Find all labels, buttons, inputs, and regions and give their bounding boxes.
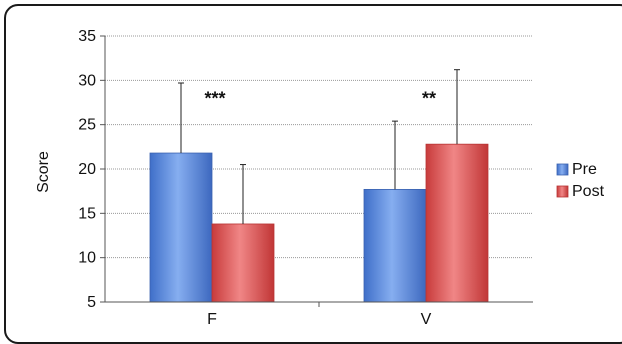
bar-post-v: [425, 143, 489, 303]
legend-label-pre: Pre: [572, 161, 597, 178]
bar-post-f: [211, 223, 275, 303]
bars: [149, 143, 489, 303]
bar-pre-v: [363, 188, 427, 303]
y-axis-label: Score: [35, 151, 52, 193]
y-tick-label: 15: [78, 205, 96, 222]
x-tick-label: V: [421, 311, 432, 328]
y-tick-label: 10: [78, 250, 96, 267]
bar-pre-f: [149, 152, 213, 303]
chart-frame: [4, 4, 622, 344]
error-bars: [178, 69, 460, 224]
y-tick-label: 35: [78, 28, 96, 45]
y-tick-label: 5: [87, 294, 96, 311]
significance-annotations: *** **: [204, 88, 436, 108]
y-tick-label: 25: [78, 117, 96, 134]
y-axis: 5 10 15 20 25 30 35: [78, 28, 106, 311]
significance-label: **: [422, 88, 436, 108]
y-tick-label: 20: [78, 161, 96, 178]
significance-label: ***: [204, 88, 225, 108]
legend-swatch-pre: [556, 163, 569, 176]
x-tick-label: F: [207, 311, 217, 328]
legend-swatch-post: [556, 185, 569, 198]
legend: Pre Post: [556, 161, 605, 200]
y-tick-label: 30: [78, 72, 96, 89]
legend-label-post: Post: [572, 183, 605, 200]
